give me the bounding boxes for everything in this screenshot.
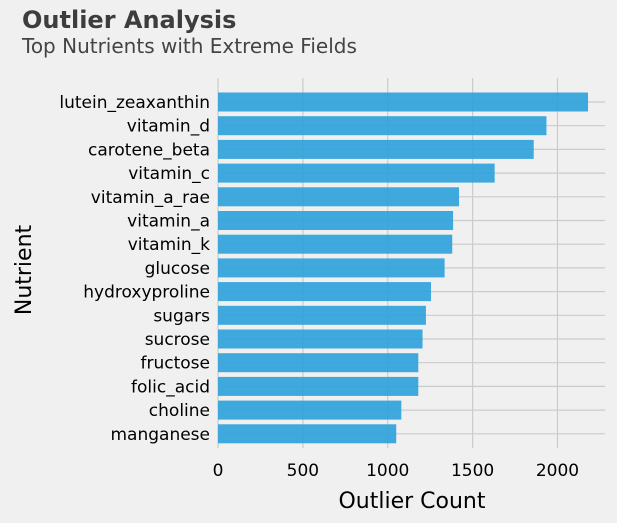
y-tick-label: vitamin_c: [128, 164, 210, 184]
x-tick-label: 2000: [536, 461, 579, 481]
bar-sucrose: [218, 329, 423, 349]
bar-vitamin_a: [218, 211, 454, 230]
chart-title: Outlier Analysis: [22, 6, 237, 34]
bar-fructose: [218, 353, 419, 373]
y-tick-labels: lutein_zeaxanthin vitamin_d carotene_betav…: [59, 93, 210, 445]
x-tick-label: 1000: [366, 461, 409, 481]
bar-vitamin_d: [218, 116, 547, 136]
bar-folic_acid: [218, 376, 419, 396]
y-tick-label: vitamin_a: [127, 212, 210, 232]
bar-vitamin_k: [218, 234, 453, 254]
y-tick-label: vitamin_a_rae: [91, 188, 210, 208]
bar-carotene_beta: [218, 139, 534, 159]
y-tick-label: manganese: [110, 425, 210, 445]
y-tick-label: folic_acid: [131, 377, 210, 397]
y-axis-label: Nutrient: [12, 224, 37, 315]
y-tick-label: vitamin_d: [127, 117, 210, 137]
y-tick-label: glucose: [145, 259, 210, 279]
y-tick-label: sugars: [153, 306, 210, 326]
bars: [218, 92, 589, 444]
y-tick-label: choline: [149, 401, 210, 421]
bar-vitamin_a_rae: [218, 187, 460, 207]
bar-hydroxyproline: [218, 282, 432, 302]
y-tick-label: lutein_zeaxanthin: [59, 93, 210, 113]
bar-manganese: [218, 424, 397, 444]
bar-glucose: [218, 258, 445, 278]
bar-vitamin_c: [218, 163, 495, 183]
y-tick-label: sucrose: [145, 330, 210, 350]
x-tick-label: 1500: [451, 461, 494, 481]
x-tick-label: 0: [213, 461, 224, 481]
bar-sugars: [218, 305, 426, 325]
x-axis-label: Outlier Count: [338, 489, 485, 514]
y-tick-label: carotene_beta: [88, 140, 210, 160]
x-tick-labels: 0 500 1000 1500 2000: [213, 461, 580, 481]
y-tick-label: hydroxyproline: [83, 283, 210, 303]
chart-subtitle: Top Nutrients with Extreme Fields: [22, 34, 357, 58]
y-tick-label: fructose: [141, 354, 210, 374]
bar-lutein_zeaxanthin: [218, 92, 589, 112]
bar-choline: [218, 400, 402, 420]
y-tick-label: vitamin_k: [128, 235, 210, 255]
x-tick-label: 500: [287, 461, 319, 481]
